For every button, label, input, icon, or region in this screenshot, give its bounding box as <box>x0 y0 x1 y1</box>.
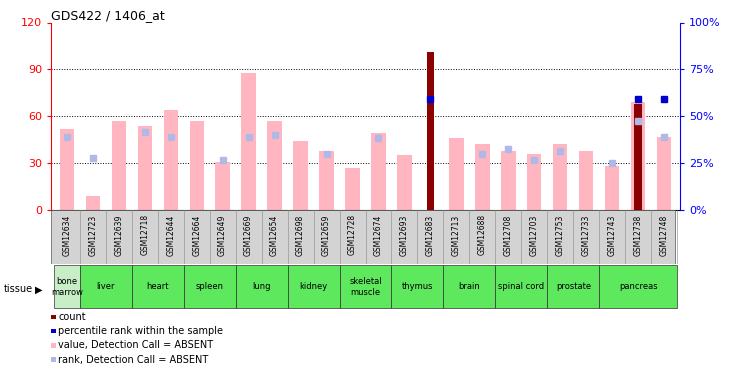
Text: rank, Detection Call = ABSENT: rank, Detection Call = ABSENT <box>58 355 208 364</box>
Bar <box>444 265 496 309</box>
Bar <box>527 154 542 210</box>
Bar <box>635 104 643 210</box>
Text: GSM12708: GSM12708 <box>504 214 513 256</box>
Bar <box>605 166 619 210</box>
Text: GSM12639: GSM12639 <box>114 214 124 256</box>
Bar <box>426 52 434 210</box>
Text: GSM12753: GSM12753 <box>556 214 565 256</box>
Text: count: count <box>58 312 86 322</box>
Bar <box>287 265 339 309</box>
Bar <box>631 102 645 210</box>
Text: GSM12688: GSM12688 <box>478 214 487 255</box>
Text: lung: lung <box>252 282 271 291</box>
Bar <box>501 151 515 210</box>
Text: spleen: spleen <box>196 282 224 291</box>
Bar <box>189 121 204 210</box>
Bar <box>345 168 360 210</box>
Bar <box>183 265 235 309</box>
Bar <box>241 72 256 210</box>
Bar <box>319 151 333 210</box>
Bar <box>268 121 281 210</box>
Bar <box>450 138 463 210</box>
Bar <box>475 144 490 210</box>
Text: spinal cord: spinal cord <box>499 282 545 291</box>
Bar <box>553 144 567 210</box>
Text: percentile rank within the sample: percentile rank within the sample <box>58 326 223 336</box>
Bar <box>496 265 548 309</box>
Text: skeletal
muscle: skeletal muscle <box>349 277 382 297</box>
Text: GSM12728: GSM12728 <box>348 214 357 255</box>
Bar <box>216 162 230 210</box>
Text: GSM12664: GSM12664 <box>192 214 201 256</box>
Text: GSM12674: GSM12674 <box>374 214 383 256</box>
Bar <box>371 134 386 210</box>
Bar <box>132 265 183 309</box>
Bar <box>137 126 152 210</box>
Text: kidney: kidney <box>300 282 327 291</box>
Bar <box>548 265 599 309</box>
Text: prostate: prostate <box>556 282 591 291</box>
Bar <box>164 110 178 210</box>
Text: GSM12703: GSM12703 <box>530 214 539 256</box>
Text: GSM12693: GSM12693 <box>400 214 409 256</box>
Text: ▶: ▶ <box>35 285 42 294</box>
Text: GSM12683: GSM12683 <box>426 214 435 256</box>
Text: GSM12634: GSM12634 <box>62 214 71 256</box>
Bar <box>392 265 444 309</box>
Text: thymus: thymus <box>402 282 433 291</box>
Bar <box>54 265 80 309</box>
Bar <box>579 151 594 210</box>
Text: GSM12723: GSM12723 <box>88 214 97 256</box>
Bar <box>86 196 100 210</box>
Bar <box>60 129 74 210</box>
Text: bone
marrow: bone marrow <box>50 277 83 297</box>
Text: GSM12644: GSM12644 <box>166 214 175 256</box>
Text: GSM12733: GSM12733 <box>582 214 591 256</box>
Text: GSM12669: GSM12669 <box>244 214 253 256</box>
Bar <box>112 121 126 210</box>
Bar <box>80 265 132 309</box>
Text: GSM12738: GSM12738 <box>634 214 643 256</box>
Text: pancreas: pancreas <box>619 282 658 291</box>
Text: GSM12649: GSM12649 <box>218 214 227 256</box>
Text: value, Detection Call = ABSENT: value, Detection Call = ABSENT <box>58 340 213 350</box>
Text: liver: liver <box>96 282 115 291</box>
Bar <box>599 265 677 309</box>
Bar <box>657 136 671 210</box>
Text: GSM12748: GSM12748 <box>660 214 669 256</box>
Bar <box>293 141 308 210</box>
Text: GSM12698: GSM12698 <box>296 214 305 256</box>
Text: brain: brain <box>458 282 480 291</box>
Text: GSM12713: GSM12713 <box>452 214 461 256</box>
Text: GSM12718: GSM12718 <box>140 214 149 255</box>
Text: tissue: tissue <box>4 285 33 294</box>
Text: GSM12659: GSM12659 <box>322 214 331 256</box>
Text: heart: heart <box>146 282 169 291</box>
Bar <box>235 265 287 309</box>
Text: GSM12743: GSM12743 <box>607 214 617 256</box>
Bar <box>339 265 392 309</box>
Text: GSM12654: GSM12654 <box>270 214 279 256</box>
Bar <box>398 155 412 210</box>
Text: GDS422 / 1406_at: GDS422 / 1406_at <box>51 9 165 22</box>
